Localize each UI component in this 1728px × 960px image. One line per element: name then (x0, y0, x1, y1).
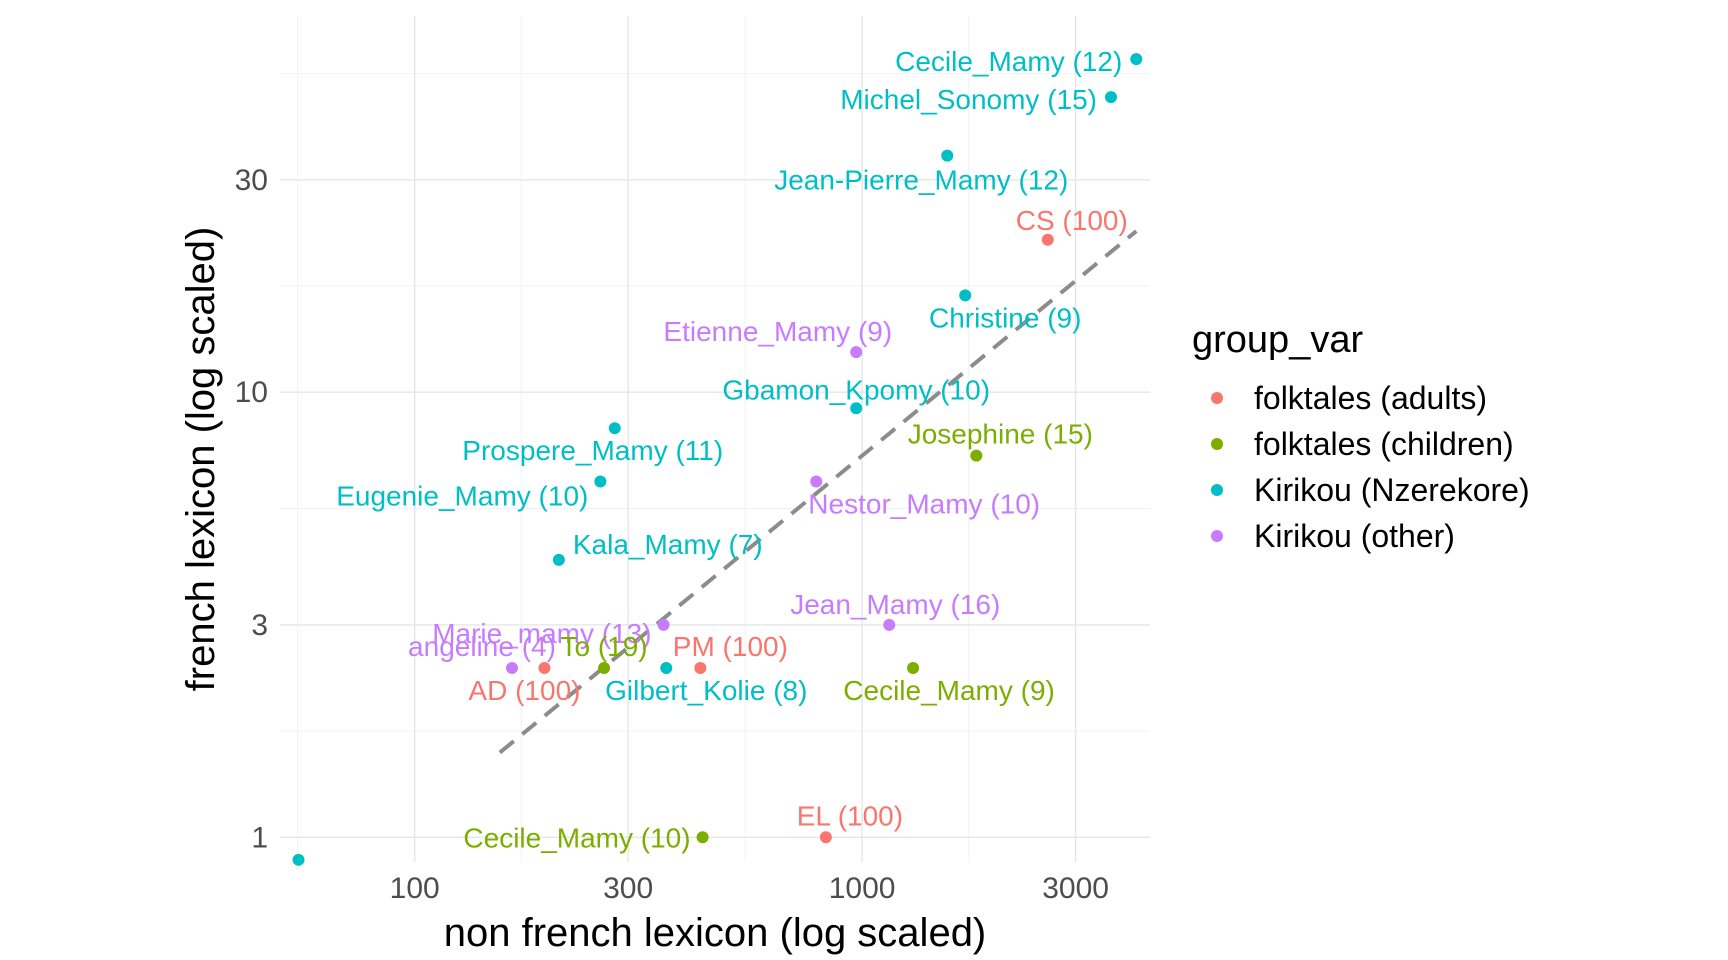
point-label: Gilbert_Kolie (8) (605, 675, 807, 706)
legend-key-glyph: a (1213, 482, 1222, 499)
data-point (505, 662, 518, 675)
x-tick-label: 100 (390, 872, 440, 905)
point-label: AD (100) (468, 675, 580, 706)
legend-item: a Kirikou (Nzerekore) (1211, 472, 1530, 508)
legend-key-glyph: a (1213, 528, 1222, 545)
point-label: angeline (4) (408, 631, 556, 662)
legend-label: Kirikou (Nzerekore) (1254, 472, 1530, 508)
data-point (959, 289, 972, 302)
point-label: CS (100) (1016, 205, 1128, 236)
data-point (657, 618, 670, 631)
x-axis-ticks: 100 300 1000 3000 (390, 872, 1109, 905)
legend: a folktales (adults) a folktales (children)… (1211, 380, 1530, 554)
data-point (907, 662, 920, 675)
data-point (598, 662, 611, 675)
data-point (970, 449, 983, 462)
point-label: PM (100) (673, 631, 788, 662)
y-tick-label: 3 (251, 609, 268, 642)
point-label: Gbamon_Kpomy (10) (722, 374, 990, 405)
y-axis-title: french lexicon (log scaled) (179, 227, 223, 692)
data-point (696, 831, 709, 844)
y-axis-ticks: 1 3 10 30 (235, 164, 268, 854)
point-label: Cecile_Mamy (12) (895, 46, 1122, 77)
point-label: Prospere_Mamy (11) (462, 435, 723, 466)
point-label: Kala_Mamy (7) (573, 529, 763, 560)
x-tick-label: 300 (603, 872, 653, 905)
legend-key-point (1211, 438, 1223, 450)
trend-line (498, 229, 1138, 755)
legend-label: Kirikou (other) (1254, 518, 1455, 554)
point-label: Cecile_Mamy (9) (843, 675, 1055, 706)
x-tick-label: 1000 (829, 872, 896, 905)
legend-label: folktales (children) (1254, 426, 1514, 462)
point-label: Josephine (15) (908, 419, 1093, 450)
data-point (941, 149, 954, 162)
point-label: Jean-Pierre_Mamy (12) (774, 165, 1068, 196)
grid (280, 16, 1150, 862)
legend-item: a folktales (adults) (1211, 380, 1487, 416)
point-label: EL (100) (797, 800, 903, 831)
data-point (1041, 233, 1054, 246)
points (292, 53, 1143, 866)
point-label: Jean_Mamy (16) (790, 589, 1000, 620)
data-point (850, 346, 863, 359)
x-axis-title: non french lexicon (log scaled) (444, 911, 987, 955)
data-point (594, 475, 607, 488)
legend-label: folktales (adults) (1254, 380, 1487, 416)
x-tick-label: 3000 (1042, 872, 1109, 905)
y-tick-label: 10 (235, 376, 268, 409)
point-label: Nestor_Mamy (10) (808, 488, 1040, 519)
legend-key-point (1211, 530, 1223, 542)
point-label: Cecile_Mamy (10) (463, 822, 690, 853)
data-point (810, 475, 823, 488)
point-labels: Cecile_Mamy (12) Michel_Sonomy (15) Jean-P… (336, 46, 1128, 853)
point-label: To (19) (560, 631, 647, 662)
data-point (819, 831, 832, 844)
data-point (850, 402, 863, 415)
legend-key-point (1211, 484, 1223, 496)
trend-line-group (498, 229, 1138, 755)
legend-title: group_var (1192, 319, 1363, 361)
data-point (538, 662, 551, 675)
data-point (608, 422, 621, 435)
legend-key-point (1211, 392, 1223, 404)
legend-item: a folktales (children) (1211, 426, 1514, 462)
legend-item: a Kirikou (other) (1211, 518, 1455, 554)
point-label: Christine (9) (929, 302, 1081, 333)
data-point (660, 662, 673, 675)
data-point (292, 853, 305, 866)
data-point (1105, 91, 1118, 104)
data-point (883, 618, 896, 631)
y-tick-label: 1 (251, 821, 268, 854)
point-label: Eugenie_Mamy (10) (336, 480, 588, 511)
point-label: Etienne_Mamy (9) (663, 316, 892, 347)
y-tick-label: 30 (235, 164, 268, 197)
data-point (552, 553, 565, 566)
data-point (694, 662, 707, 675)
point-label: Marie_mamy (13) (432, 618, 651, 649)
legend-key-glyph: a (1213, 436, 1222, 453)
point-label: Michel_Sonomy (15) (840, 84, 1097, 115)
legend-key-glyph: a (1213, 390, 1222, 407)
data-point (1130, 53, 1143, 66)
